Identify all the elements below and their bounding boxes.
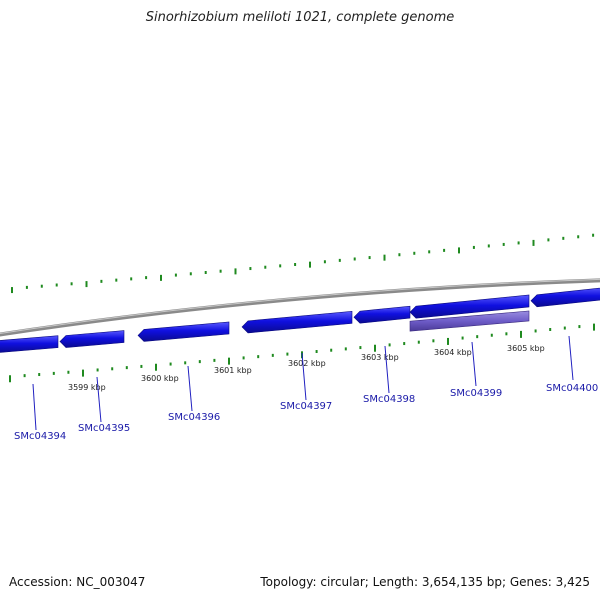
genome-summary-text: Topology: circular; Length: 3,654,135 bp… xyxy=(260,575,590,589)
gene-arrow[interactable] xyxy=(0,335,59,353)
gene-arrow[interactable] xyxy=(137,321,230,342)
genome-backbone xyxy=(0,278,600,337)
gene-leader-line xyxy=(187,365,193,412)
kbp-label-group: 3599 kbp 3600 kbp 3601 kbp 3602 kbp 3603 kbp… xyxy=(68,344,545,392)
gene-arrow[interactable] xyxy=(530,287,600,308)
kbp-tick-label: 3604 kbp xyxy=(434,348,472,357)
kbp-tick-label: 3603 kbp xyxy=(361,353,399,362)
gene-label-group: SMc04394 SMc04395 SMc04396 SMc04397 SMc04398… xyxy=(14,335,598,442)
gene-leader-line xyxy=(471,341,477,387)
gene-label[interactable]: SMc04397 xyxy=(280,401,332,412)
gene-arrow[interactable] xyxy=(59,330,125,348)
outer-tick-ring xyxy=(11,233,595,294)
inner-tick-ring xyxy=(9,323,595,383)
gene-label[interactable]: SMc04398 xyxy=(363,394,415,405)
gene-label[interactable]: SMc04394 xyxy=(14,431,66,442)
map-title: Sinorhizobium meliloti 1021, complete ge… xyxy=(145,10,455,25)
gene-label[interactable]: SMc04400 xyxy=(546,383,598,394)
genome-backbone-highlight xyxy=(0,278,600,334)
gene-label[interactable]: SMc04395 xyxy=(78,423,130,434)
gene-leader-line xyxy=(96,376,102,423)
kbp-tick-label: 3602 kbp xyxy=(288,359,326,368)
kbp-tick-label: 3599 kbp xyxy=(68,383,106,392)
gene-arrow[interactable] xyxy=(409,294,530,319)
gene-arrow[interactable] xyxy=(241,311,353,334)
gene-track xyxy=(0,287,600,353)
gene-arrow[interactable] xyxy=(353,305,411,324)
gene-leader-line xyxy=(384,345,390,394)
gene-highlight-box[interactable] xyxy=(409,310,530,332)
kbp-tick-label: 3600 kbp xyxy=(141,374,179,383)
accession-text: Accession: NC_003047 xyxy=(9,575,146,589)
kbp-tick-label: 3605 kbp xyxy=(507,344,545,353)
kbp-tick-label: 3601 kbp xyxy=(214,366,252,375)
gene-leader-line xyxy=(568,335,574,381)
gene-label[interactable]: SMc04396 xyxy=(168,412,220,423)
gene-leader-line xyxy=(32,383,37,431)
gene-leader-line xyxy=(301,352,307,401)
gene-label[interactable]: SMc04399 xyxy=(450,388,502,399)
